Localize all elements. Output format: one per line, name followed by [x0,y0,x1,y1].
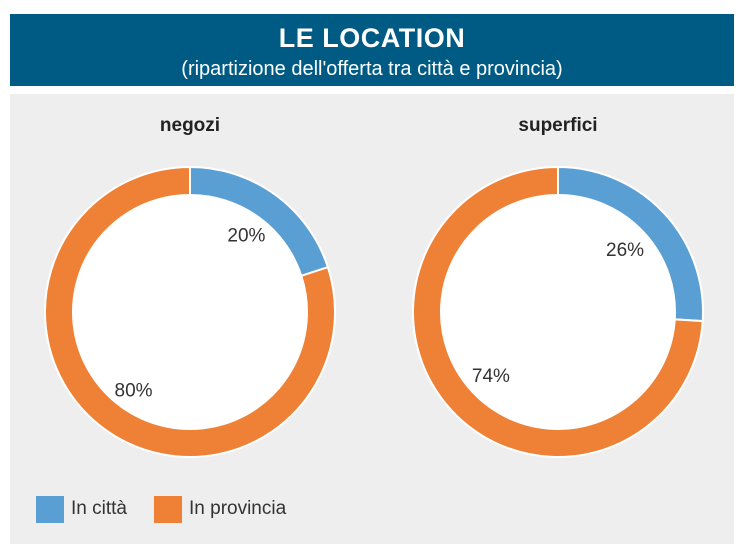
legend-item-citta: In città [36,495,127,523]
value-label-negozi-citta: 20% [227,225,265,246]
page-title: LE LOCATION [278,23,466,53]
chart-title-negozi: negozi [160,115,220,136]
legend-swatch-citta [36,495,64,523]
legend-label-citta: In città [71,498,127,519]
header-bar: LE LOCATION (ripartizione dell'offerta t… [10,14,734,86]
legend-label-provincia: In provincia [189,498,287,519]
value-label-superfici-provincia: 74% [472,366,510,387]
value-label-superfici-citta: 26% [606,240,644,261]
chart-title-superfici: superfici [518,115,597,136]
slice-superfici-provincia [412,165,704,458]
donut-hole-negozi [73,195,307,429]
donut-hole-superfici [441,195,675,429]
page-subtitle: (ripartizione dell'offerta tra città e p… [181,58,563,80]
legend-item-provincia: In provincia [154,495,286,523]
value-label-negozi-provincia: 80% [115,381,153,402]
legend-swatch-provincia [154,495,182,523]
slice-negozi-provincia [44,165,336,458]
